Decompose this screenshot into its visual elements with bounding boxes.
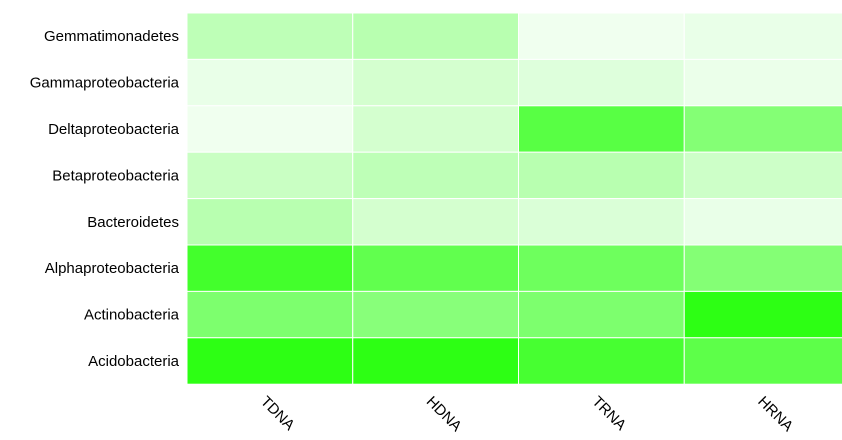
heatmap-cell bbox=[518, 290, 685, 339]
heatmap-cell bbox=[683, 290, 842, 339]
heatmap-cell bbox=[683, 244, 842, 292]
heatmap-cell bbox=[352, 58, 519, 107]
heatmap-cell bbox=[683, 58, 842, 107]
heatmap-cell bbox=[518, 105, 685, 153]
heatmap-cell bbox=[683, 12, 842, 60]
heatmap-cell bbox=[352, 198, 519, 246]
heatmap-cell bbox=[352, 290, 519, 339]
heatmap-cell bbox=[352, 337, 519, 385]
heatmap-cell bbox=[352, 244, 519, 292]
heatmap-cell bbox=[518, 198, 685, 246]
heatmap-cell bbox=[518, 337, 685, 385]
heatmap-cell bbox=[518, 244, 685, 292]
heatmap-cell bbox=[186, 337, 354, 385]
heatmap-cell bbox=[186, 58, 354, 107]
heatmap-cell bbox=[352, 105, 519, 153]
column-label: HRNA bbox=[754, 393, 796, 435]
row-label: Gammaproteobacteria bbox=[30, 75, 180, 92]
column-label: TRNA bbox=[589, 393, 630, 434]
column-label: TDNA bbox=[257, 393, 298, 434]
row-label: Acidobacteria bbox=[88, 353, 180, 370]
heatmap-cell bbox=[352, 12, 519, 60]
heatmap-cell bbox=[518, 151, 685, 200]
row-label: Bacteroidetes bbox=[87, 214, 179, 231]
heatmap-cell bbox=[186, 12, 354, 60]
row-label: Betaproteobacteria bbox=[52, 167, 179, 184]
row-label: Alphaproteobacteria bbox=[45, 260, 180, 277]
row-label: Actinobacteria bbox=[84, 307, 180, 324]
heatmap-cell bbox=[683, 105, 842, 153]
heatmap-cell bbox=[186, 151, 354, 200]
heatmap-cell bbox=[518, 12, 685, 60]
heatmap-cell bbox=[186, 290, 354, 339]
heatmap-cell bbox=[186, 198, 354, 246]
heatmap-cell bbox=[352, 151, 519, 200]
heatmap-cell bbox=[683, 198, 842, 246]
row-label: Gemmatimonadetes bbox=[44, 28, 179, 45]
heatmap-cell bbox=[186, 244, 354, 292]
heatmap-cell bbox=[518, 58, 685, 107]
column-labels: TDNA HDNA TRNA HRNA bbox=[257, 393, 796, 435]
row-labels: Gemmatimonadetes Gammaproteobacteria Delta… bbox=[30, 28, 180, 370]
column-label: HDNA bbox=[423, 393, 465, 435]
heatmap-cells bbox=[186, 12, 842, 385]
heatmap-cell bbox=[683, 151, 842, 200]
heatmap-cell bbox=[186, 105, 354, 153]
row-label: Deltaproteobacteria bbox=[48, 121, 180, 138]
heatmap-cell bbox=[683, 337, 842, 385]
